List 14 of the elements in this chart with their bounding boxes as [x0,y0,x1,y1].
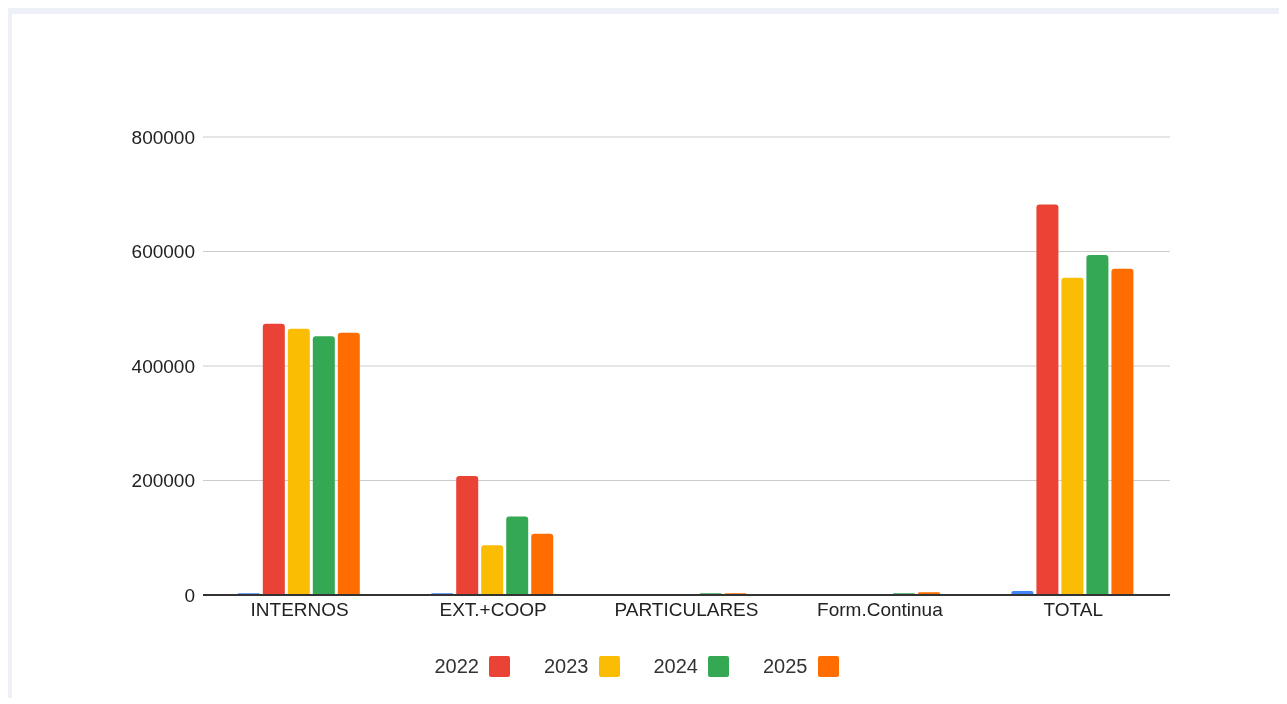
x-tick-label: TOTAL [1043,599,1104,621]
y-tick-label: 0 [184,584,195,606]
y-tick-label: 400000 [131,355,195,377]
y-tick-label: 800000 [131,126,195,148]
legend-label: 2025 [763,655,808,678]
legend-label: 2024 [653,655,698,678]
y-tick-label: 200000 [131,470,195,492]
x-tick-label: INTERNOS [250,599,349,621]
x-tick-label: PARTICULARES [614,599,759,621]
x-tick-label: EXT.+COOP [439,599,547,621]
legend-label: 2022 [434,655,479,678]
y-tick-label: 600000 [131,241,195,263]
x-tick-label: Form.Continua [817,599,944,621]
legend-label: 2023 [544,655,589,678]
